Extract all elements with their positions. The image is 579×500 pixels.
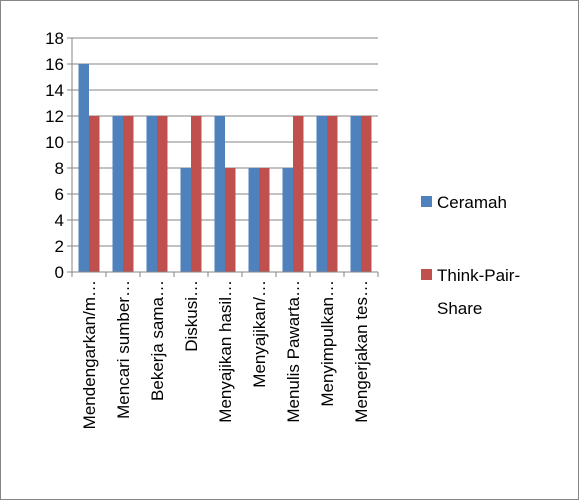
legend-label-line: Think-Pair- xyxy=(437,266,520,285)
bar xyxy=(214,116,225,272)
x-tick-label: Menulis Pawarta… xyxy=(284,280,303,423)
y-tick-label: 10 xyxy=(45,133,64,152)
bar xyxy=(361,116,372,272)
x-tick-label: Mendengarkan/m… xyxy=(80,280,99,429)
y-tick-label: 0 xyxy=(55,263,64,282)
y-tick-label: 18 xyxy=(45,29,64,48)
y-tick-label: 12 xyxy=(45,107,64,126)
bar xyxy=(180,168,191,272)
y-tick-label: 2 xyxy=(55,237,64,256)
legend-swatch xyxy=(421,269,432,280)
y-tick-label: 14 xyxy=(45,81,64,100)
bar xyxy=(78,64,89,272)
bar xyxy=(293,116,304,272)
legend-label-line: Share xyxy=(437,299,482,318)
x-tick-label: Mencari sumber… xyxy=(114,280,133,419)
bar xyxy=(191,116,202,272)
bar xyxy=(225,168,236,272)
y-tick-label: 8 xyxy=(55,159,64,178)
bar xyxy=(157,116,168,272)
legend-label: Ceramah xyxy=(437,193,507,212)
bar xyxy=(316,116,327,272)
legend-label: Think-Pair- Share xyxy=(437,266,520,318)
y-tick-label: 4 xyxy=(55,211,64,230)
x-tick-label: Mengerjakan tes… xyxy=(352,280,371,423)
y-tick-label: 16 xyxy=(45,55,64,74)
bar xyxy=(112,116,123,272)
x-tick-label: Bekerja sama… xyxy=(148,280,167,401)
x-tick-label: Diskusi… xyxy=(182,280,201,352)
bar xyxy=(259,168,270,272)
bar xyxy=(350,116,361,272)
bar xyxy=(248,168,259,272)
bar xyxy=(282,168,293,272)
x-tick-label: Menyajikan hasil… xyxy=(216,280,235,423)
x-tick-label: Menyajikan/… xyxy=(250,280,269,388)
x-tick-label: Menyimpulkan… xyxy=(318,280,337,407)
bar xyxy=(89,116,100,272)
bar xyxy=(327,116,338,272)
y-tick-label: 6 xyxy=(55,185,64,204)
legend-swatch xyxy=(421,196,432,207)
bar xyxy=(146,116,157,272)
bar xyxy=(123,116,134,272)
